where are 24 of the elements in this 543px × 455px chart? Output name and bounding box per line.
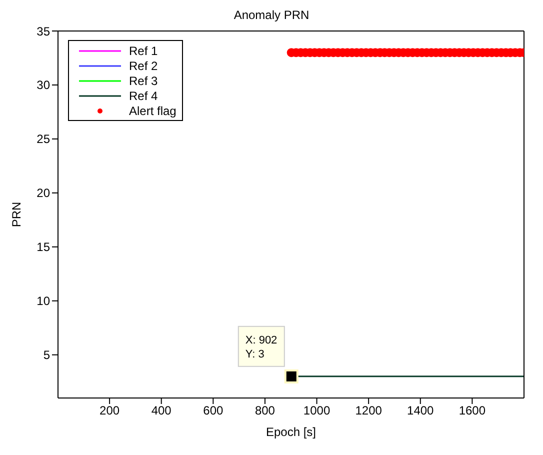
x-tick-label: 1400 <box>407 404 434 418</box>
annotation: X: 902 Y: 3 <box>245 334 278 360</box>
y-tick-label: 10 <box>36 294 50 308</box>
y-tick-label: 35 <box>36 24 50 38</box>
x-axis-title: Epoch [s] <box>266 425 316 439</box>
legend-label: Ref 1 <box>129 44 158 58</box>
y-tick-label: 30 <box>36 78 50 92</box>
legend-label: Ref 3 <box>129 74 158 88</box>
chart-title: Anomaly PRN <box>232 8 310 24</box>
x-tick-label: 1200 <box>355 404 382 418</box>
x-tick-label: 400 <box>151 404 172 418</box>
x-tick-label: 200 <box>100 404 120 418</box>
y-tick-label: 5 <box>43 348 50 362</box>
y-tick-label: 20 <box>36 186 50 200</box>
legend-label: Ref 2 <box>129 58 158 72</box>
y-tick-label: 15 <box>36 240 50 254</box>
y-tick-label: 25 <box>36 132 50 146</box>
y-axis-title: PRN <box>9 202 24 228</box>
legend-label: Alert flag <box>129 104 176 118</box>
x-tick-label: 600 <box>203 404 224 418</box>
x-tick-label: 1000 <box>303 404 330 418</box>
x-tick-label: 800 <box>254 404 276 418</box>
x-tick-label: 1600 <box>458 404 486 418</box>
legend-label: Ref 4 <box>129 88 158 102</box>
